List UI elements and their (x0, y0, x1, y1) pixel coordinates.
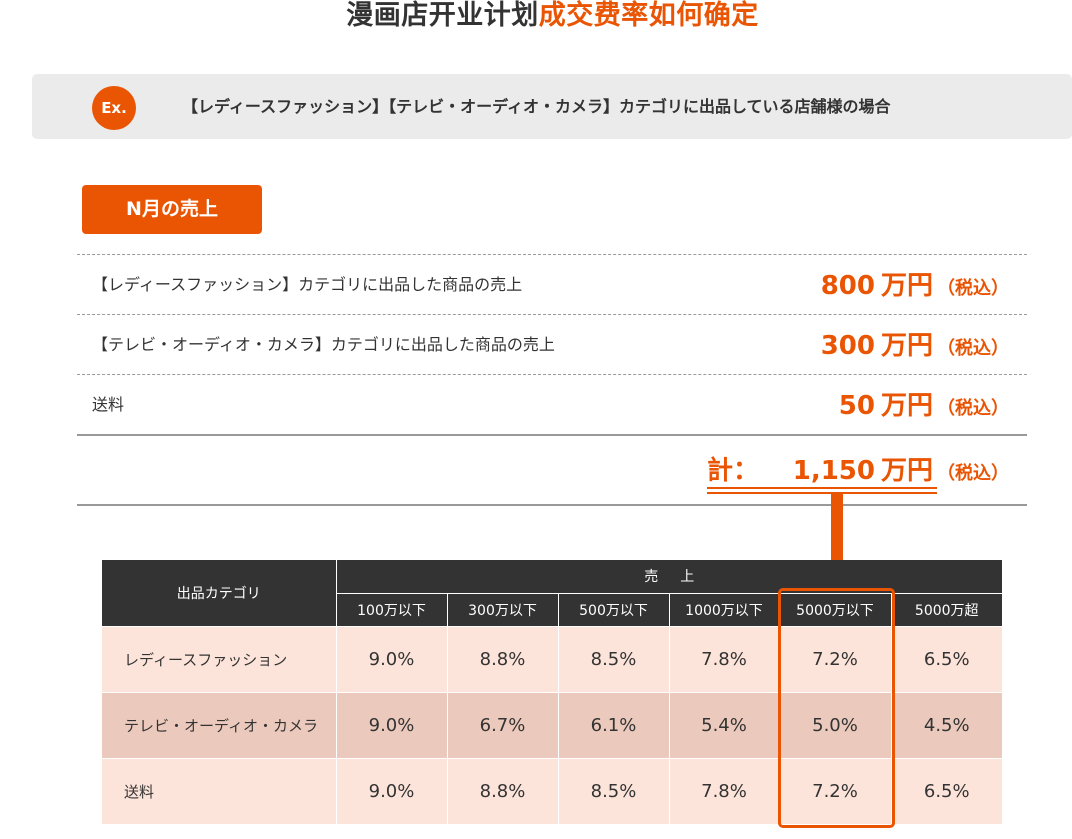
rate-cell: 8.5% (557, 625, 670, 693)
total-number: 1,150 (792, 456, 875, 486)
range-header: 300万以下 (446, 592, 559, 627)
amount-unit: 万円 (880, 271, 933, 301)
rate-cell: 8.5% (557, 757, 670, 824)
rate-cell: 8.8% (446, 625, 559, 693)
row-category: レディースファッション (102, 625, 337, 693)
rate-cell: 9.0% (335, 625, 448, 693)
amount-number: 800 (820, 271, 875, 301)
rate-cell: 6.5% (890, 757, 1002, 824)
rate-cell: 7.8% (668, 625, 780, 693)
range-header: 500万以下 (557, 592, 670, 627)
rate-cell-highlighted: 7.2% (778, 757, 892, 824)
rate-cell: 9.0% (335, 691, 448, 759)
sales-row-amount: 800 万円 （税込） (821, 255, 1009, 320)
sales-list: 【レディースファッション】カテゴリに出品した商品の売上 800 万円 （税込） 【テ… (77, 254, 1027, 436)
sales-row-label: 【レディースファッション】カテゴリに出品した商品の売上 (92, 275, 523, 294)
sales-column-group-header: 売上 (335, 560, 1002, 594)
rate-cell: 6.5% (890, 625, 1002, 693)
rate-cell: 6.7% (446, 691, 559, 759)
fee-rate-table: 出品カテゴリ 売上 100万以下 300万以下 500万以下 1000万以下 5… (102, 560, 1002, 824)
total-label: 計： (707, 456, 760, 486)
rate-cell: 7.8% (668, 757, 780, 824)
sales-row-label: 送料 (92, 395, 125, 414)
sales-row-amount: 50 万円 （税込） (839, 375, 1009, 440)
amount-tax-note: （税込） (937, 338, 1009, 359)
example-text: 【レディースファッション】【テレビ・オーディオ・カメラ】カテゴリに出品している店… (182, 97, 891, 116)
total-tax-note: （税込） (937, 463, 1009, 484)
sales-row-ladies-fashion: 【レディースファッション】カテゴリに出品した商品の売上 800 万円 （税込） (77, 254, 1027, 314)
rate-cell: 4.5% (890, 691, 1002, 759)
amount-unit: 万円 (880, 391, 933, 421)
range-header: 1000万以下 (668, 592, 780, 627)
amount-tax-note: （税込） (937, 398, 1009, 419)
down-arrow-icon (831, 492, 843, 568)
sales-row-tv-audio-camera: 【テレビ・オーディオ・カメラ】カテゴリに出品した商品の売上 300 万円 （税込） (77, 314, 1027, 374)
month-sales-label: N月の売上 (82, 185, 262, 234)
total-double-underline (707, 487, 937, 494)
rate-cell: 6.1% (557, 691, 670, 759)
rate-cell: 8.8% (446, 757, 559, 824)
table-row: レディースファッション 9.0% 8.8% 8.5% 7.8% 7.2% 6.5… (102, 625, 1002, 693)
sales-row-shipping: 送料 50 万円 （税込） (77, 374, 1027, 436)
amount-unit: 万円 (880, 331, 933, 361)
amount-tax-note: （税込） (937, 278, 1009, 299)
sales-row-amount: 300 万円 （税込） (821, 315, 1009, 380)
total-amount: 1,150 万円 （税込） (793, 450, 1009, 491)
title-main: 漫画店开业计划 (346, 0, 539, 31)
example-banner: Ex. 【レディースファッション】【テレビ・オーディオ・カメラ】カテゴリに出品し… (32, 74, 1072, 139)
table-row: テレビ・オーディオ・カメラ 9.0% 6.7% 6.1% 5.4% 5.0% 4… (102, 691, 1002, 759)
total-row: 計： 1,150 万円 （税込） (77, 436, 1027, 506)
amount-number: 300 (820, 331, 875, 361)
page-title: 漫画店开业计划成交费率如何确定 (0, 0, 1072, 32)
rate-cell: 9.0% (335, 757, 448, 824)
example-badge: Ex. (92, 86, 136, 130)
title-highlight: 成交费率如何确定 (538, 0, 759, 31)
category-column-header: 出品カテゴリ (102, 560, 337, 627)
range-header: 100万以下 (335, 592, 448, 627)
range-header: 5000万超 (890, 592, 1002, 627)
range-header-highlighted: 5000万以下 (778, 592, 892, 627)
sales-row-label: 【テレビ・オーディオ・カメラ】カテゴリに出品した商品の売上 (92, 335, 555, 354)
row-category: 送料 (102, 757, 337, 824)
rate-cell-highlighted: 7.2% (778, 625, 892, 693)
table-row: 送料 9.0% 8.8% 8.5% 7.8% 7.2% 6.5% (102, 757, 1002, 824)
row-category: テレビ・オーディオ・カメラ (102, 691, 337, 759)
total-unit: 万円 (880, 456, 933, 486)
rate-cell-highlighted: 5.0% (778, 691, 892, 759)
rate-cell: 5.4% (668, 691, 780, 759)
amount-number: 50 (838, 391, 875, 421)
